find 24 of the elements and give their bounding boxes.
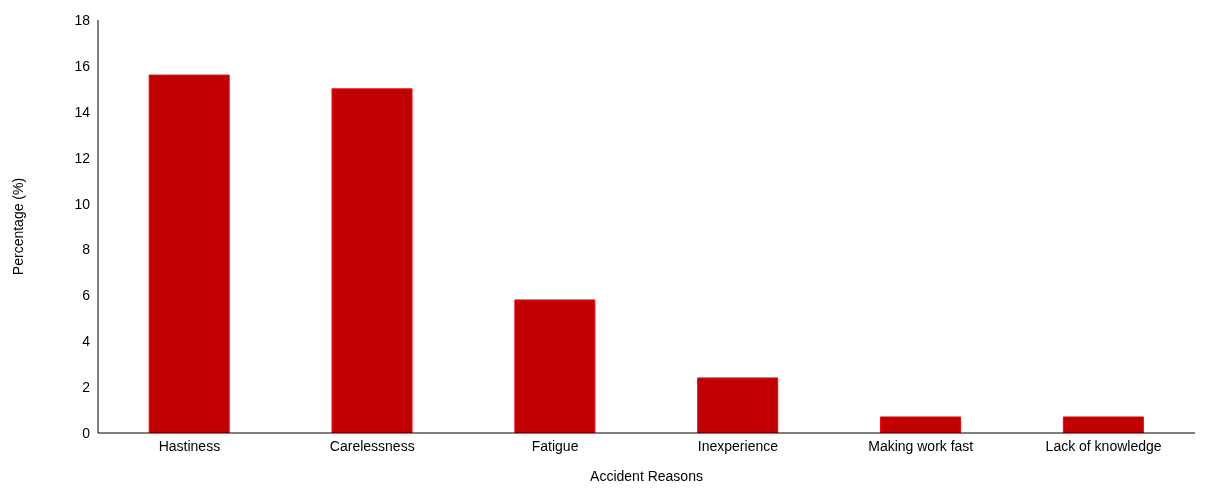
y-tick-label: 14 <box>74 103 91 120</box>
y-tick-label: 12 <box>74 149 91 166</box>
y-tick-label: 2 <box>82 379 91 396</box>
x-axis-title: Accident Reasons <box>590 468 703 484</box>
y-tick-label: 4 <box>82 333 91 350</box>
y-tick-label: 18 <box>74 11 91 28</box>
y-tick-label: 6 <box>82 287 91 304</box>
y-tick-label: 0 <box>82 424 91 441</box>
bar <box>514 299 596 433</box>
bar <box>331 88 413 433</box>
bar <box>697 377 779 433</box>
bar <box>148 74 230 433</box>
x-tick-label: Making work fast <box>868 437 974 454</box>
bar <box>880 416 962 433</box>
y-tick-label: 8 <box>82 241 91 258</box>
x-tick-label: Lack of knowledge <box>1045 437 1162 454</box>
bar <box>1062 416 1144 433</box>
y-axis-title: Percentage (%) <box>9 177 26 276</box>
x-tick-label: Hastiness <box>158 437 221 454</box>
x-tick-label: Fatigue <box>531 437 579 454</box>
x-tick-label: Inexperience <box>697 437 779 454</box>
y-tick-label: 16 <box>74 57 91 74</box>
x-tick-label: Carelessness <box>329 437 415 454</box>
y-tick-label: 10 <box>74 195 91 212</box>
